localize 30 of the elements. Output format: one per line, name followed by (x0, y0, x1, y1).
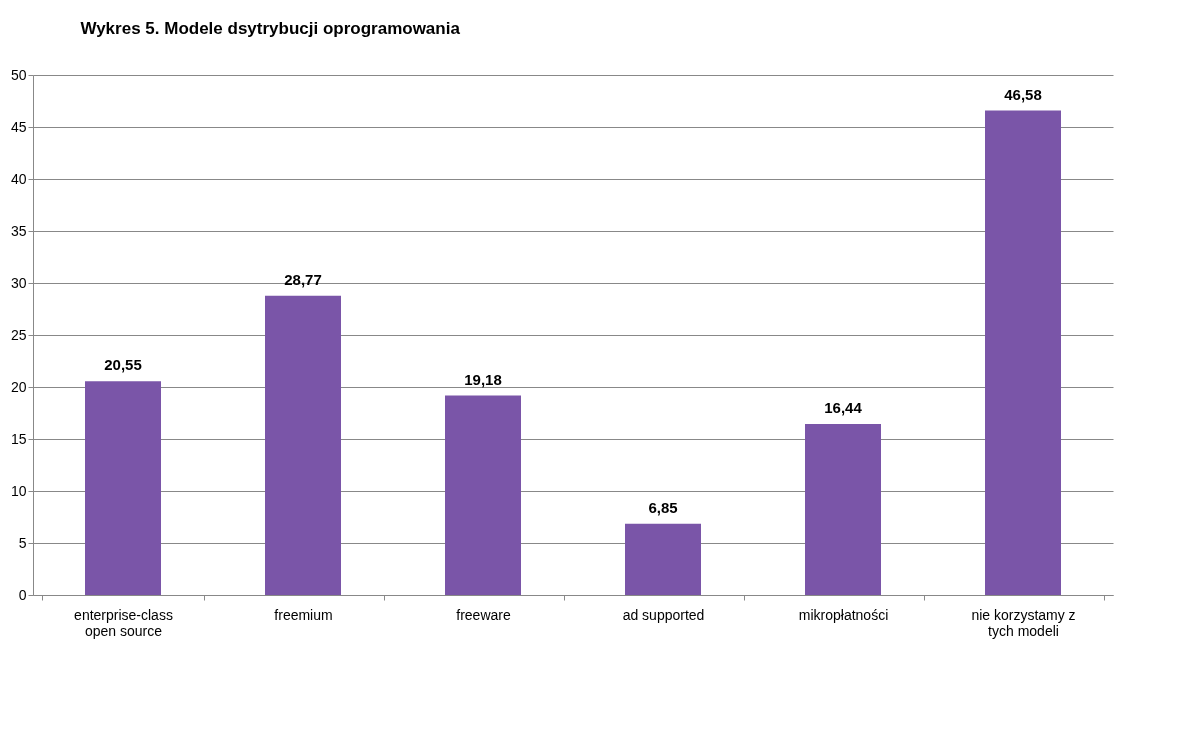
chart-title: Wykres 5. Modele dsytrybucji oprogramowania (80, 19, 461, 38)
y-tick-label: 20 (10, 378, 27, 395)
data-label: 19,18 (464, 370, 502, 388)
data-label: 6,85 (648, 498, 678, 516)
y-tick-label: 0 (18, 586, 27, 603)
x-tick-label: nie korzystamy z tych modeli (971, 606, 1076, 639)
bar (985, 110, 1061, 595)
data-label: 20,55 (104, 356, 142, 374)
x-tick-label: freemium (274, 606, 333, 623)
y-tick-label: 10 (10, 482, 27, 499)
y-tick-label: 25 (10, 326, 27, 343)
x-tick-label: freeware (456, 606, 511, 623)
bar (85, 381, 161, 595)
y-tick-label: 15 (10, 430, 27, 447)
y-tick-label: 30 (10, 274, 27, 291)
bar (625, 523, 701, 595)
data-label: 28,77 (284, 270, 322, 288)
y-tick-label: 50 (10, 66, 27, 83)
x-tick-label: ad supported (622, 606, 705, 623)
y-tick-label: 45 (10, 118, 27, 135)
y-tick-label: 40 (10, 170, 27, 187)
data-label: 16,44 (824, 399, 863, 417)
bar (265, 295, 341, 595)
bar (805, 424, 881, 595)
y-tick-label: 5 (18, 534, 27, 551)
bar (445, 395, 521, 595)
y-tick-label: 35 (10, 222, 27, 239)
data-label: 46,58 (1004, 85, 1042, 103)
x-tick-label: enterprise-class open source (74, 606, 173, 639)
x-tick-label: mikropłatności (798, 606, 889, 623)
